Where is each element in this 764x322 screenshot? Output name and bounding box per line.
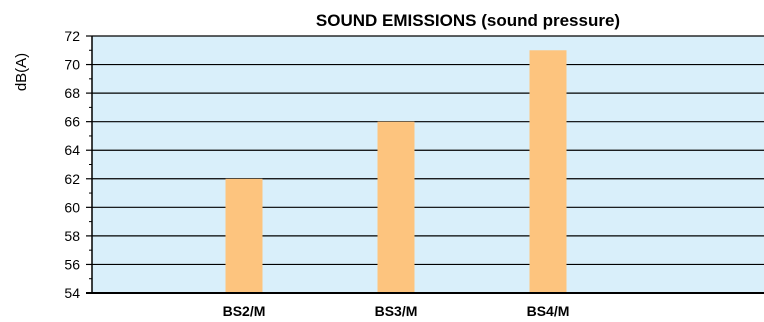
y-tick-labels: 54 56 58 60 62 64 66 68 70 72 — [64, 28, 80, 301]
x-tick-label: BS3/M — [375, 303, 418, 319]
y-tick-label: 66 — [64, 114, 80, 130]
y-tick-label: 54 — [64, 285, 80, 301]
axes — [86, 35, 764, 294]
y-tick-label: 70 — [64, 57, 80, 73]
bar-bs2-m — [225, 178, 263, 293]
plot-area — [92, 36, 764, 293]
gridlines — [92, 35, 764, 266]
y-tick-label: 62 — [64, 171, 80, 187]
y-tick-label: 58 — [64, 228, 80, 244]
x-tick-labels: BS2/M BS3/M BS4/M — [223, 303, 570, 319]
chart-title: SOUND EMISSIONS (sound pressure) — [316, 11, 620, 30]
y-tick-label: 64 — [64, 142, 80, 158]
bars — [225, 50, 567, 294]
x-tick-label: BS4/M — [527, 303, 570, 319]
y-axis-label: dB(A) — [13, 53, 30, 91]
y-tick-label: 72 — [64, 28, 80, 44]
x-tick-label: BS2/M — [223, 303, 266, 319]
y-tick-label: 60 — [64, 199, 80, 215]
bar-bs4-m — [529, 50, 567, 294]
y-tick-label: 56 — [64, 256, 80, 272]
y-tick-label: 68 — [64, 85, 80, 101]
bar-bs3-m — [377, 121, 415, 294]
